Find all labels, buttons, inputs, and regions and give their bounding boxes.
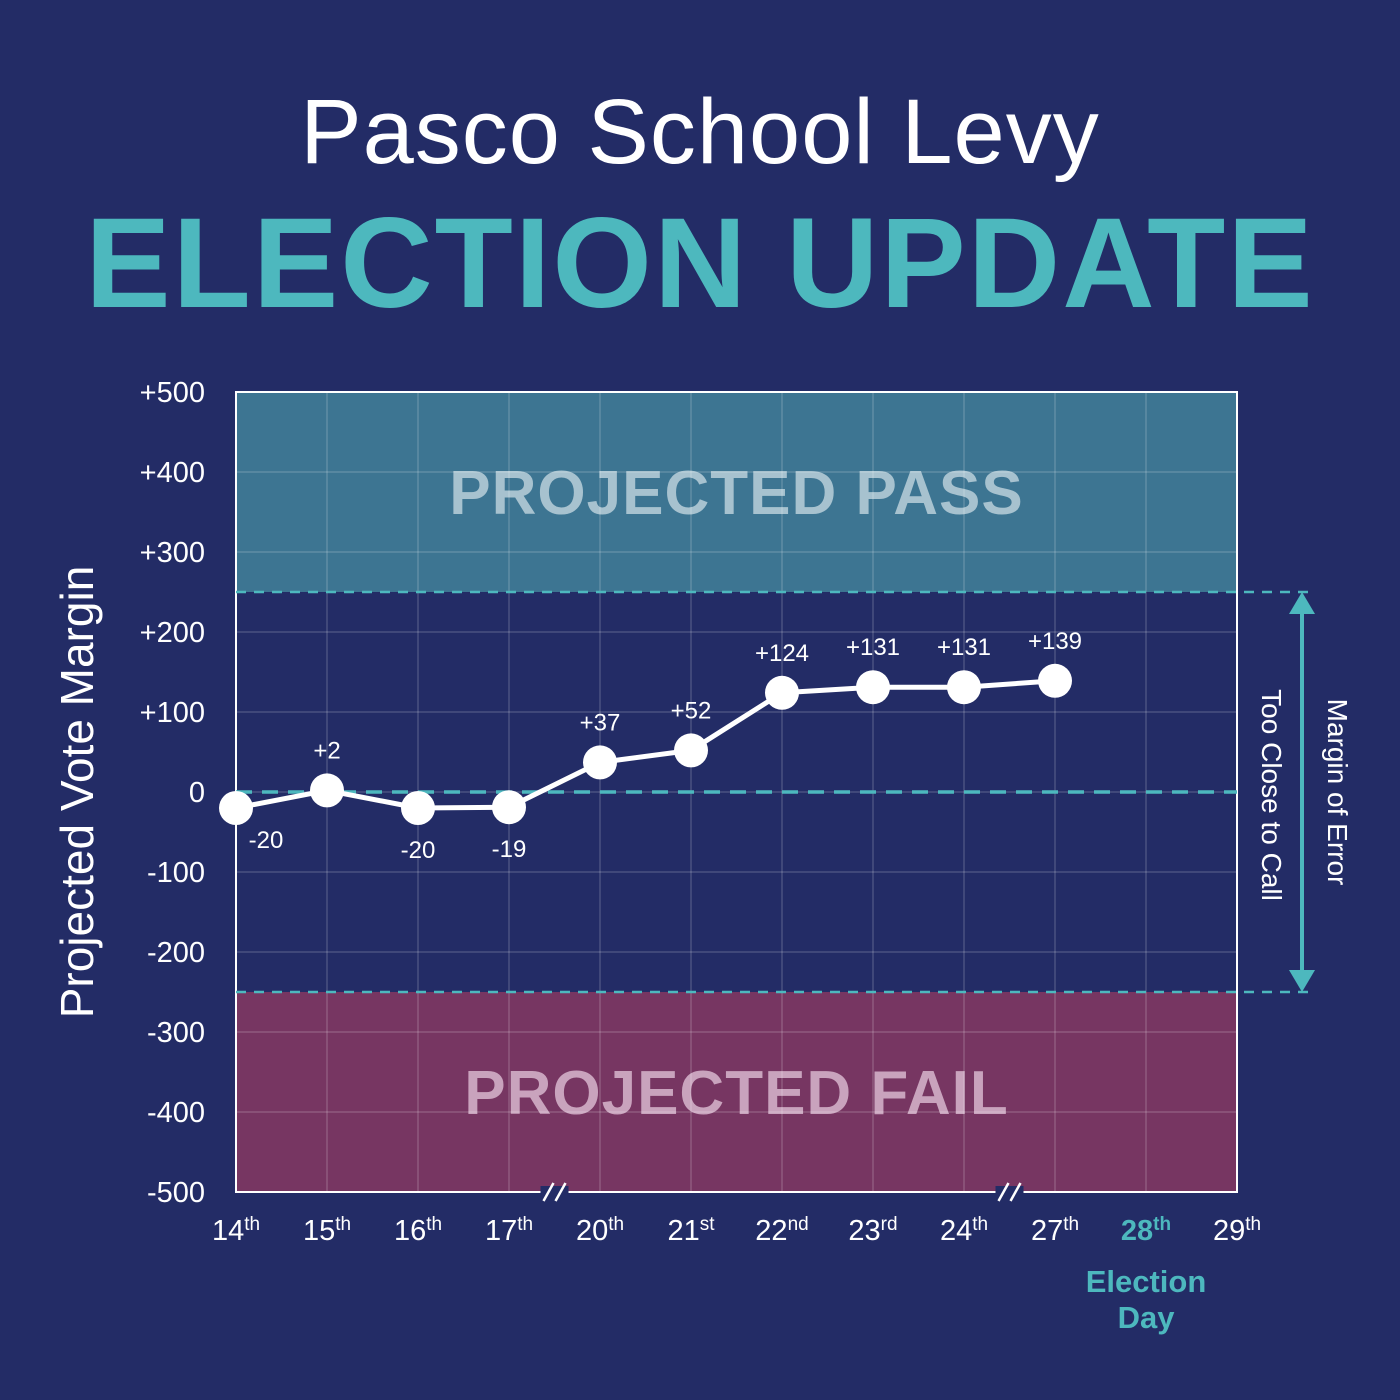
x-tick-suffix: th — [335, 1214, 351, 1235]
data-point — [674, 733, 708, 768]
y-tick-label: -100 — [147, 857, 205, 889]
data-point — [1038, 663, 1072, 698]
data-label: -19 — [492, 836, 527, 863]
x-axis-ticks: 14th 15th 16th 17th 20th 21st 22nd 23rd 24th 27th… — [212, 1214, 1261, 1247]
y-tick-label: -300 — [147, 1017, 205, 1049]
x-tick-number: 29 — [1213, 1215, 1245, 1247]
x-tick-label: 20th — [576, 1214, 624, 1247]
fail-zone — [236, 992, 1237, 1192]
x-tick-label: 21st — [667, 1214, 715, 1247]
x-tick-number: 15 — [303, 1215, 335, 1247]
data-label: +52 — [671, 697, 712, 724]
axis-break-gap — [995, 1186, 1024, 1198]
margin-arrow-top — [1289, 592, 1315, 614]
reference-lines — [236, 590, 1315, 994]
y-tick-label: +200 — [140, 617, 205, 649]
x-tick-number: 17 — [485, 1215, 517, 1247]
x-tick-suffix: th — [426, 1214, 442, 1235]
x-tick-number: 14 — [212, 1215, 244, 1247]
data-label: +131 — [937, 634, 991, 661]
series-layer — [219, 663, 1072, 825]
y-tick-label: +300 — [140, 537, 205, 569]
x-tick-label: 14th — [212, 1214, 260, 1247]
x-tick-suffix: st — [700, 1214, 716, 1235]
x-tick-number: 27 — [1031, 1215, 1063, 1247]
x-tick-label: 29th — [1213, 1214, 1261, 1247]
margin-of-error-label: Margin of Error — [1322, 699, 1353, 886]
x-tick-label: 16th — [394, 1214, 442, 1247]
margin-arrow-bottom — [1289, 970, 1315, 992]
zones-layer: PROJECTED PASS PROJECTED FAIL — [236, 392, 1237, 1192]
data-label: +139 — [1028, 628, 1082, 655]
x-tick-label: 24th — [940, 1214, 988, 1247]
x-tick-number: 20 — [576, 1215, 608, 1247]
series-line — [235, 678, 1056, 811]
data-point — [856, 670, 890, 705]
x-tick-suffix: th — [1153, 1214, 1171, 1235]
data-label: -20 — [401, 837, 436, 864]
y-tick-label: +400 — [140, 457, 205, 489]
y-tick-label: +100 — [140, 697, 205, 729]
x-tick-suffix: th — [608, 1214, 624, 1235]
election-day-label-line1: Election — [1086, 1264, 1207, 1299]
pass-zone-label: PROJECTED PASS — [449, 459, 1023, 528]
y-tick-label: -400 — [147, 1097, 205, 1129]
y-tick-label: 0 — [189, 777, 205, 809]
x-tick-number: 23 — [848, 1215, 880, 1247]
y-tick-label: -500 — [147, 1177, 205, 1209]
data-point — [583, 745, 617, 780]
x-tick-number: 24 — [940, 1215, 972, 1247]
y-axis-ticks: +500 +400 +300 +200 +100 0 -100 -200 -300 -400 -50… — [140, 377, 205, 1209]
data-label: +2 — [313, 737, 340, 764]
x-tick-label: 15th — [303, 1214, 351, 1247]
x-tick-suffix: th — [972, 1214, 988, 1235]
data-point — [401, 791, 435, 825]
data-point — [492, 790, 526, 825]
chart-title: Pasco School Levy — [300, 81, 1100, 183]
y-axis-label: Projected Vote Margin — [51, 566, 103, 1019]
x-tick-number: 21 — [667, 1215, 699, 1247]
axis-breaks — [540, 1182, 1024, 1202]
x-tick-suffix: th — [1063, 1214, 1079, 1235]
x-tick-number: 16 — [394, 1215, 426, 1247]
axis-break-gap — [540, 1186, 569, 1198]
x-tick-suffix: th — [244, 1214, 260, 1235]
fail-zone-label: PROJECTED FAIL — [464, 1059, 1009, 1128]
too-close-label: Too Close to Call — [1256, 689, 1287, 901]
data-label: -20 — [249, 827, 284, 854]
x-tick-number: 28 — [1121, 1215, 1153, 1247]
x-tick-label: 28th — [1121, 1214, 1171, 1247]
x-tick-suffix: th — [517, 1214, 533, 1235]
axis-break-mark — [542, 1182, 555, 1202]
data-point — [765, 675, 799, 710]
data-point — [310, 773, 344, 808]
x-tick-label: 27th — [1031, 1214, 1079, 1247]
x-tick-suffix: rd — [881, 1214, 898, 1235]
axis-break-mark — [1009, 1182, 1022, 1202]
pass-zone — [236, 392, 1237, 592]
x-tick-suffix: th — [1245, 1214, 1261, 1235]
data-label: +37 — [580, 709, 621, 736]
x-tick-number: 22 — [755, 1215, 787, 1247]
x-tick-label: 17th — [485, 1214, 533, 1247]
data-point — [947, 670, 981, 705]
y-tick-label: +500 — [140, 377, 205, 409]
axis-break-mark — [554, 1182, 567, 1202]
data-label: +131 — [846, 634, 900, 661]
election-day-label-line2: Day — [1118, 1300, 1176, 1335]
data-label: +124 — [755, 640, 809, 667]
data-point — [219, 791, 253, 825]
data-labels: -20 +2 -20 -19 +37 +52 +124 +131 +131 +139 — [249, 628, 1082, 864]
x-tick-label: 23rd — [848, 1214, 897, 1247]
x-tick-label: 22nd — [755, 1214, 808, 1247]
chart-subtitle: ELECTION UPDATE — [85, 192, 1315, 335]
x-tick-suffix: nd — [788, 1214, 809, 1235]
y-tick-label: -200 — [147, 937, 205, 969]
axis-break-mark — [997, 1182, 1010, 1202]
